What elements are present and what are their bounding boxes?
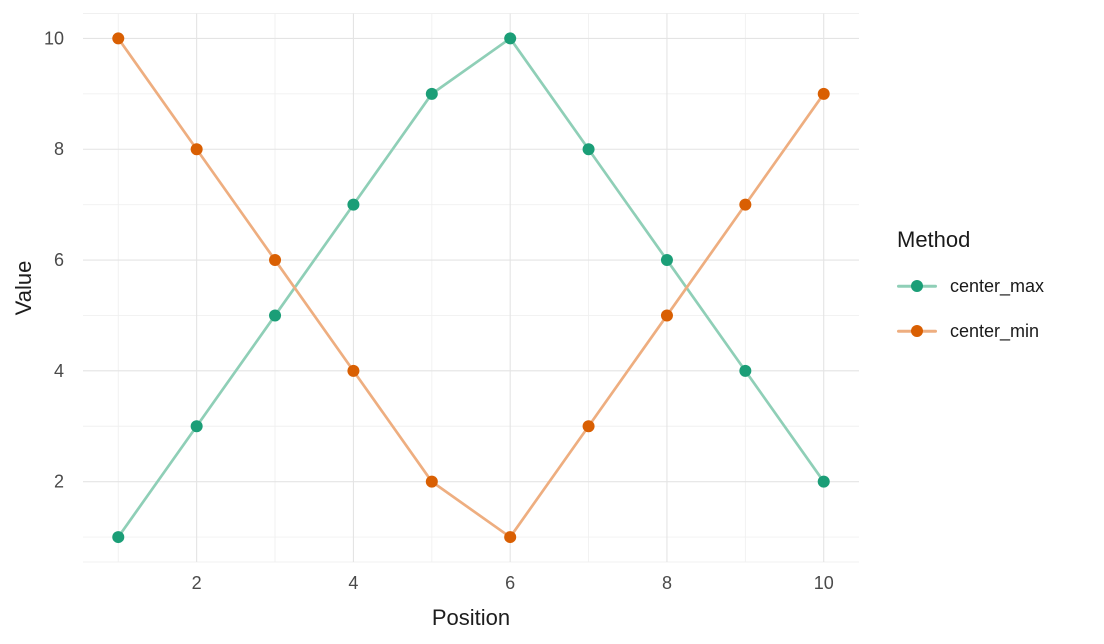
y-tick-label: 6 xyxy=(54,250,64,270)
series-line-center_min xyxy=(117,37,825,539)
data-point-center_max xyxy=(817,475,830,488)
y-tick-label: 8 xyxy=(54,139,64,159)
data-point-center_min xyxy=(817,87,830,100)
x-tick-label: 10 xyxy=(814,573,834,593)
x-tick-label: 8 xyxy=(662,573,672,593)
y-tick-label: 4 xyxy=(54,361,64,381)
x-tick-label: 6 xyxy=(505,573,515,593)
y-axis-title: Value xyxy=(11,260,36,316)
data-point-center_max xyxy=(112,531,125,544)
series-line-center_max xyxy=(117,37,825,538)
data-point-center_min xyxy=(739,198,752,211)
data-point-center_max xyxy=(347,198,360,211)
legend-label-center-min: center_min xyxy=(950,320,1040,341)
data-point-center_min xyxy=(269,254,282,267)
legend: Method center_max center_min xyxy=(897,226,1044,345)
legend-key-center-max xyxy=(897,272,937,300)
data-point-center_min xyxy=(425,475,438,488)
data-point-center_max xyxy=(660,254,673,267)
data-point-center_max xyxy=(582,143,595,156)
legend-point-swatch xyxy=(911,325,923,337)
y-tick-label: 2 xyxy=(54,472,64,492)
legend-key-center-min xyxy=(897,317,937,345)
data-point-center_min xyxy=(190,143,203,156)
legend-point-swatch xyxy=(911,280,923,292)
data-point-center_min xyxy=(347,364,360,377)
data-point-center_min xyxy=(582,420,595,433)
legend-item-center-max: center_max xyxy=(897,272,1044,300)
legend-items: center_max center_min xyxy=(897,272,1044,345)
legend-title: Method xyxy=(897,227,971,252)
x-tick-label: 4 xyxy=(348,573,358,593)
x-tick-label: 2 xyxy=(192,573,202,593)
data-point-center_max xyxy=(269,309,282,322)
data-point-center_min xyxy=(112,32,125,45)
data-point-center_max xyxy=(504,32,517,45)
legend-item-center-min: center_min xyxy=(897,317,1044,345)
data-point-center_min xyxy=(660,309,673,322)
data-point-center_max xyxy=(425,87,438,100)
data-point-center_max xyxy=(190,420,203,433)
y-tick-label: 10 xyxy=(44,28,64,48)
data-point-center_max xyxy=(739,364,752,377)
legend-label-center-max: center_max xyxy=(950,275,1045,296)
data-point-center_min xyxy=(504,531,517,544)
x-axis-title: Position xyxy=(431,605,511,630)
